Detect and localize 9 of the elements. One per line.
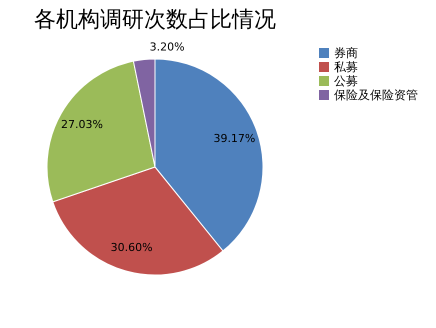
data-label: 27.03%	[60, 118, 103, 132]
data-label: 30.60%	[110, 240, 153, 254]
legend-label: 券商	[334, 46, 358, 60]
legend-label: 公募	[334, 74, 358, 88]
data-label: 39.17%	[213, 132, 256, 145]
legend-label: 私募	[334, 60, 358, 74]
chart-title: 各机构调研次数占比情况	[34, 8, 276, 33]
legend-label: 保险及保险资管	[334, 88, 418, 102]
data-label: 3.20%	[150, 40, 185, 54]
